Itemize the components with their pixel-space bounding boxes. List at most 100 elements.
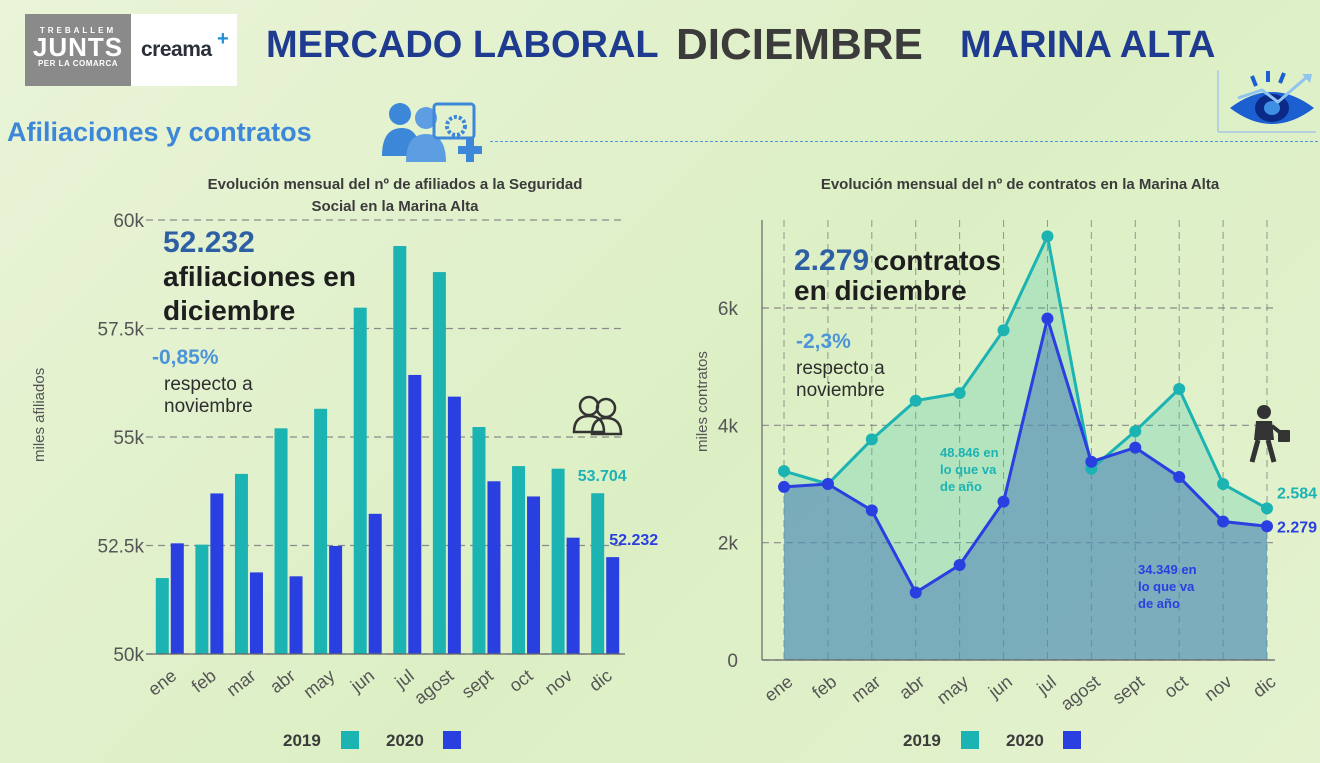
bar-2020 — [566, 537, 580, 654]
bar-2020 — [170, 543, 184, 654]
point-2020 — [1041, 312, 1054, 325]
left-y-tick-label: 55k — [113, 428, 144, 449]
logo-junts: TREBALLEM JUNTS PER LA COMARCA — [25, 14, 131, 86]
bar-2019 — [195, 544, 209, 654]
logo-junts-bottom: PER LA COMARCA — [37, 59, 119, 68]
right-pct-line1: respecto a — [796, 358, 885, 379]
point-2020 — [909, 586, 922, 599]
businessman-icon — [1249, 405, 1290, 463]
bar-2019 — [591, 493, 605, 654]
logo-junts-main: JUNTS — [32, 32, 124, 62]
title-right: MARINA ALTA — [960, 24, 1216, 66]
bar-2020 — [368, 513, 382, 654]
bar-2019 — [432, 272, 446, 654]
logo-creama-plus: + — [217, 28, 229, 50]
left-legend-2019-label: 2019 — [283, 731, 321, 750]
point-2019 — [1261, 502, 1273, 515]
line-2019 — [783, 231, 1268, 510]
point-2019 — [865, 433, 878, 446]
point-2019 — [909, 394, 922, 407]
point-2019 — [1217, 478, 1230, 490]
users-icon — [572, 395, 623, 436]
left-y-axis-label: miles afiliados — [31, 367, 48, 462]
left-legend-2019-swatch — [341, 731, 359, 749]
right-legend-2020-label: 2020 — [1006, 731, 1044, 750]
section-divider — [490, 141, 1318, 142]
title-left: MERCADO LABORAL — [266, 24, 659, 66]
left-x-tick-label: agost — [410, 665, 457, 708]
right-y-tick-label: 2k — [718, 534, 739, 555]
point-2020 — [778, 480, 790, 493]
bar-2020 — [527, 496, 541, 654]
right-x-tick-label: jul — [1033, 671, 1060, 698]
bar-2020 — [408, 374, 422, 654]
right-x-tick-label: feb — [808, 671, 840, 702]
right-x-tick-label: may — [933, 671, 972, 708]
right-x-tick-label: abr — [895, 671, 928, 703]
left-x-tick-label: mar — [223, 665, 260, 700]
right-y-tick-label: 6k — [718, 299, 739, 320]
left-chart-title: Evolución mensual del nº de afiliados a … — [150, 174, 640, 218]
point-2019 — [997, 324, 1010, 337]
right-y-tick-label: 4k — [718, 416, 739, 437]
right-x-tick-label: jun — [984, 671, 1016, 702]
right-highlight-suffix: contratos — [873, 245, 1002, 276]
right-pct-block: -2,3% respecto a noviembre — [796, 330, 885, 402]
right-legend-2019-label: 2019 — [903, 731, 941, 750]
left-label-2019: 53.704 — [578, 468, 627, 485]
bar-2020 — [289, 576, 303, 654]
point-2020 — [1217, 515, 1230, 528]
right-legend-2019-swatch — [961, 731, 979, 749]
right-x-tick-label: sept — [1109, 671, 1148, 708]
bar-2019 — [155, 578, 169, 654]
left-x-tick-label: jun — [346, 665, 378, 696]
left-label-2020: 52.232 — [609, 532, 658, 549]
right-x-tick-label: oct — [1160, 671, 1191, 702]
left-chart-title-line1: Evolución mensual del nº de afiliados a … — [207, 176, 583, 193]
left-x-tick-label: may — [299, 665, 338, 702]
right-label-2019: 2.584 — [1277, 485, 1317, 502]
point-2020 — [1261, 520, 1273, 533]
left-y-tick-label: 52.5k — [98, 537, 145, 558]
point-2020 — [865, 504, 878, 517]
left-x-tick-label: oct — [505, 665, 536, 696]
left-x-tick-label: dic — [585, 665, 615, 695]
logo-creama: creama + — [131, 14, 237, 86]
right-chart-title: Evolución mensual del nº de contratos en… — [820, 176, 1220, 193]
bar-2019 — [393, 246, 407, 654]
right-y-tick-label: 0 — [727, 651, 738, 672]
bar-2020 — [447, 396, 461, 654]
right-note-2020: 34.349 en — [1138, 562, 1197, 577]
left-pct: -0,85% — [152, 346, 219, 369]
point-2020 — [953, 558, 966, 571]
left-x-tick-label: sept — [458, 665, 497, 702]
section-title: Afiliaciones y contratos — [7, 117, 312, 147]
right-label-2020: 2.279 — [1277, 519, 1317, 536]
left-pct-block: -0,85% respecto a noviembre — [152, 346, 253, 418]
left-legend-2020-label: 2020 — [386, 731, 424, 750]
logo-creama-text: creama — [141, 38, 212, 61]
line-2020 — [783, 312, 1268, 595]
right-x-tick-label: dic — [1249, 671, 1279, 701]
left-y-tick-label: 50k — [113, 645, 144, 666]
left-y-tick-label: 60k — [113, 211, 144, 232]
right-legend-2020-swatch — [1063, 731, 1081, 749]
bar-2020 — [249, 572, 263, 654]
point-2020 — [821, 478, 834, 490]
right-x-tick-label: ene — [760, 671, 796, 705]
right-pct: -2,3% — [796, 330, 851, 353]
bar-2019 — [472, 427, 486, 654]
eye-chart-icon — [1217, 70, 1316, 133]
right-note-2019: de año — [940, 479, 982, 494]
point-2020 — [1129, 441, 1142, 454]
left-pct-line1: respecto a — [164, 374, 253, 395]
right-highlight-line2: en diciembre — [794, 275, 967, 306]
people-gear-icon — [382, 102, 482, 162]
right-x-tick-label: nov — [1200, 671, 1235, 705]
bar-2019 — [512, 466, 526, 654]
bar-2020 — [487, 481, 501, 654]
right-highlight-number: 2.279 — [794, 244, 870, 277]
point-2019 — [953, 387, 966, 400]
bar-2020 — [606, 557, 620, 654]
